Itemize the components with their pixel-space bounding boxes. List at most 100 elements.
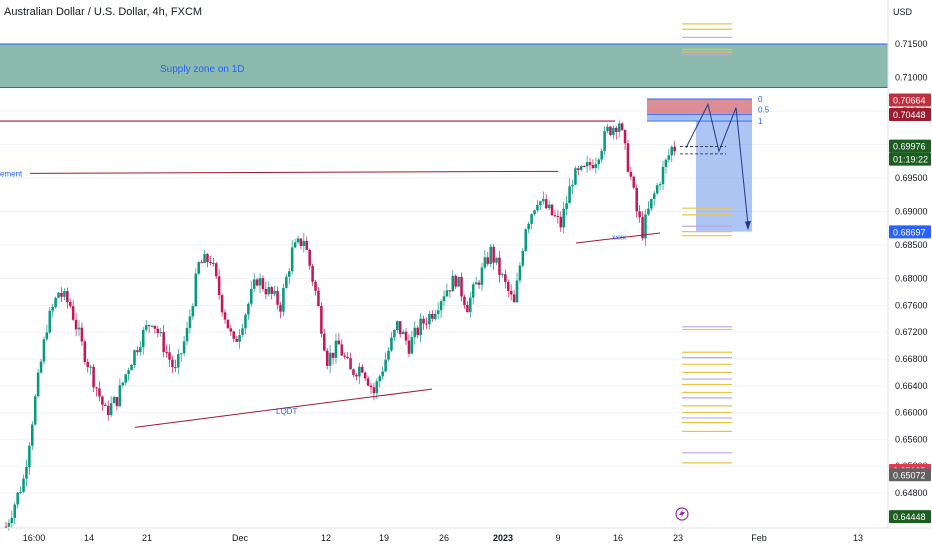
price-tick-label: 0.65600	[895, 434, 928, 444]
candle-body	[229, 328, 233, 332]
fib-1-label: 1	[758, 117, 763, 126]
candle-body	[431, 313, 434, 319]
candle-body	[594, 164, 598, 169]
candle-body	[647, 208, 650, 215]
candle-body	[80, 327, 84, 342]
candle-body	[106, 405, 110, 416]
time-tick-label: Feb	[751, 533, 767, 543]
candle-body	[492, 246, 495, 263]
candle-body	[7, 522, 11, 527]
candle-body	[267, 287, 271, 295]
price-axis-currency: USD	[893, 7, 913, 17]
candle-body	[436, 310, 440, 314]
candle-body	[565, 203, 568, 209]
candle-body	[174, 367, 177, 369]
candle-body	[16, 492, 19, 505]
price-tag	[889, 468, 931, 482]
candle-body	[42, 339, 46, 362]
candle-body	[19, 491, 22, 493]
candle-body	[217, 276, 221, 296]
price-tick-label: 0.69000	[895, 207, 928, 217]
candle-body	[428, 313, 431, 325]
candle-body	[375, 381, 379, 394]
candle-body	[66, 291, 69, 303]
candle-body	[89, 366, 92, 368]
candle-body	[609, 126, 612, 135]
candle-body	[31, 424, 34, 446]
candle-body	[650, 198, 653, 209]
candle-body	[521, 250, 525, 266]
low-line	[575, 232, 661, 244]
candle-body	[200, 262, 203, 264]
candle-body	[156, 328, 160, 334]
price-tag-label: 01:19:22	[893, 155, 928, 165]
candle-body	[68, 302, 72, 307]
price-tag-label: 0.68697	[893, 227, 926, 237]
candle-body	[244, 314, 247, 329]
time-tick-label: 16	[613, 533, 623, 543]
candle-body	[153, 325, 157, 329]
candle-body	[530, 214, 533, 224]
candle-body	[363, 372, 367, 379]
candle-body	[311, 265, 314, 282]
candle-body	[232, 331, 236, 339]
candle-body	[179, 353, 183, 355]
candle-body	[334, 340, 338, 358]
time-tick-label: 2023	[493, 533, 513, 543]
candles-group	[4, 120, 676, 531]
time-tick-label: 21	[142, 533, 152, 543]
time-tick-label: 16:00	[23, 533, 46, 543]
candle-body	[442, 296, 446, 302]
candle-body	[433, 313, 437, 319]
candle-body	[77, 327, 81, 330]
candle-body	[536, 204, 539, 211]
candle-body	[504, 274, 507, 282]
candle-body	[98, 388, 101, 397]
candle-body	[45, 332, 49, 340]
candle-body	[86, 361, 90, 368]
candle-body	[562, 208, 565, 228]
candle-body	[127, 370, 130, 375]
candle-body	[568, 186, 571, 204]
candle-body	[387, 350, 390, 360]
candle-body	[527, 223, 530, 230]
candle-body	[74, 319, 78, 330]
candle-body	[574, 168, 577, 185]
candle-body	[104, 404, 107, 406]
candle-body	[559, 216, 563, 228]
price-tag	[889, 225, 931, 239]
candle-body	[544, 199, 548, 209]
candle-body	[670, 146, 674, 156]
candle-body	[250, 288, 253, 304]
candle-body	[325, 350, 329, 366]
fib-0-label: 0	[758, 95, 763, 104]
candle-body	[425, 323, 428, 325]
candle-body	[92, 366, 95, 388]
candle-body	[393, 330, 396, 338]
candle-body	[39, 361, 43, 373]
candle-body	[539, 201, 542, 205]
candle-body	[378, 376, 382, 382]
price-tick-label: 0.68500	[895, 240, 928, 250]
entry-box	[647, 114, 752, 122]
candle-body	[209, 261, 212, 263]
candle-body	[381, 371, 384, 377]
candle-body	[577, 168, 580, 170]
candle-body	[290, 247, 294, 272]
target-box	[647, 98, 752, 115]
candle-body	[396, 321, 399, 331]
candle-body	[673, 146, 676, 152]
candle-body	[638, 211, 641, 218]
candle-body	[109, 403, 113, 416]
candle-body	[33, 396, 37, 425]
candle-body	[588, 162, 592, 166]
price-tick-label: 0.66000	[895, 408, 928, 418]
candle-body	[171, 359, 174, 368]
candle-body	[238, 335, 241, 342]
candle-body	[133, 350, 136, 366]
candle-body	[390, 337, 393, 351]
lqdt-label: LQDT	[276, 407, 297, 416]
candle-body	[13, 504, 17, 518]
